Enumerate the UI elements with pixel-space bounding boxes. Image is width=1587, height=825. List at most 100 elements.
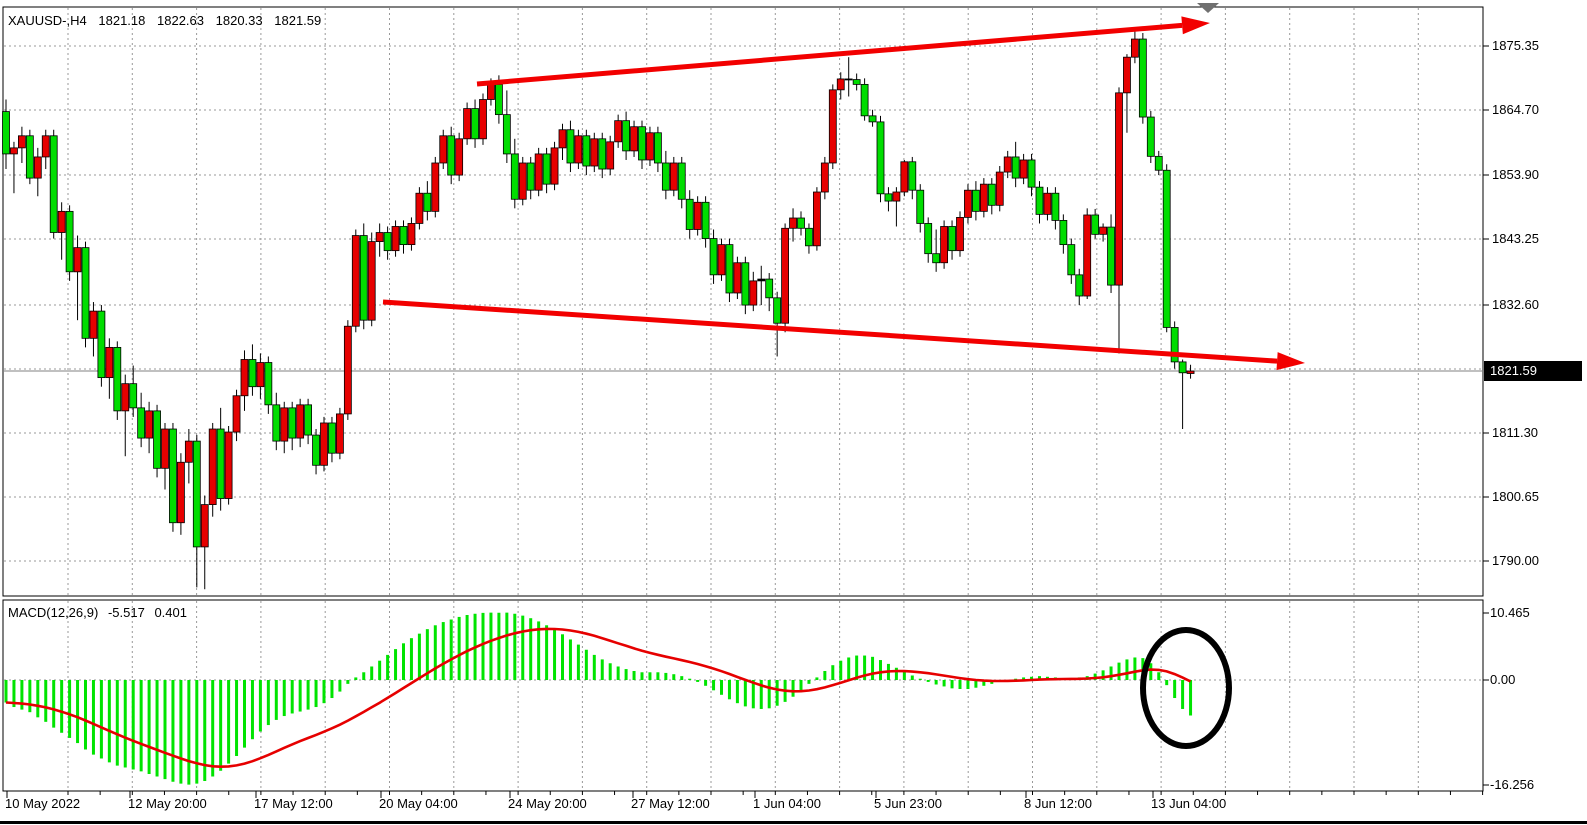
bull-candle xyxy=(979,183,988,212)
bear-candle xyxy=(797,217,805,229)
macd-axis-label: -16.256 xyxy=(1490,777,1535,792)
current-price-badge: 1821.59 xyxy=(1484,361,1582,381)
bull-candle xyxy=(73,247,82,273)
bull-candle xyxy=(558,129,567,149)
bull-candle xyxy=(1115,92,1123,286)
bull-candle xyxy=(646,132,654,161)
bear-candle xyxy=(1035,186,1044,215)
bear-candle xyxy=(741,262,750,306)
bear-candle xyxy=(638,126,646,161)
bull-candle xyxy=(17,135,26,149)
lower-trendline-arrow[interactable] xyxy=(382,299,1278,364)
bull-candle xyxy=(240,359,249,397)
bear-candle xyxy=(709,238,718,276)
bull-candle xyxy=(1099,226,1107,235)
price-axis-label: 1853.90 xyxy=(1492,167,1539,182)
bear-candle xyxy=(916,189,925,224)
bear-candle xyxy=(1170,327,1179,363)
bear-candle xyxy=(304,404,313,436)
bear-candle xyxy=(129,383,138,409)
bull-candle xyxy=(57,210,66,233)
bear-candle xyxy=(423,192,432,212)
time-axis-label: 8 Jun 12:00 xyxy=(1024,796,1092,811)
bear-candle xyxy=(677,162,686,200)
symbol-period-label: XAUUSD-,H4 xyxy=(8,13,87,28)
macd-name: MACD(12,26,9) xyxy=(8,605,99,620)
bear-candle xyxy=(399,226,408,246)
bull-candle xyxy=(1083,214,1092,297)
bear-candle xyxy=(248,359,257,388)
bull-candle xyxy=(391,226,400,252)
bull-candle xyxy=(176,461,185,524)
bear-candle xyxy=(2,111,10,155)
time-axis-label: 27 May 12:00 xyxy=(631,796,710,811)
bear-candle xyxy=(1075,274,1084,297)
bear-candle xyxy=(1146,116,1155,157)
bull-candle xyxy=(630,126,638,152)
bull-candle xyxy=(184,440,193,463)
bear-candle xyxy=(987,183,996,206)
bull-candle xyxy=(828,89,837,164)
bull-candle xyxy=(749,280,758,306)
bear-candle xyxy=(192,440,201,548)
macd-indicator-label: MACD(12,26,9) -5.517 0.401 xyxy=(8,605,193,620)
upper-trendline-arrow-head[interactable] xyxy=(1181,16,1210,35)
bear-candle xyxy=(502,114,511,155)
bear-candle xyxy=(25,135,34,179)
low-value: 1820.33 xyxy=(215,13,263,28)
bear-candle xyxy=(1138,38,1147,118)
bear-candle xyxy=(542,153,551,185)
bull-candle xyxy=(256,362,265,388)
macd-main-value: -5.517 xyxy=(107,605,145,620)
bear-candle xyxy=(972,189,980,212)
price-axis-label: 1790.00 xyxy=(1492,553,1539,568)
bear-candle xyxy=(494,83,503,116)
price-axis-label: 1811.30 xyxy=(1492,425,1539,440)
bear-candle xyxy=(932,253,941,264)
chart-shift-marker-icon[interactable] xyxy=(1197,3,1219,13)
bull-candle xyxy=(789,217,797,229)
bull-candle xyxy=(367,241,376,321)
bear-candle xyxy=(701,201,710,239)
bear-candle xyxy=(1059,220,1068,246)
macd-panel-border xyxy=(2,599,1484,792)
bull-candle xyxy=(717,244,726,276)
bull-candle xyxy=(463,108,472,140)
bull-candle xyxy=(455,138,464,176)
macd-ellipse-annotation[interactable] xyxy=(1140,627,1232,749)
bull-candle xyxy=(33,156,42,179)
bear-candle xyxy=(113,346,122,412)
upper-trendline-arrow[interactable] xyxy=(476,22,1183,87)
bear-candle xyxy=(884,193,893,202)
bear-candle xyxy=(1011,156,1020,179)
bull-candle xyxy=(200,504,209,548)
bear-candle xyxy=(1154,155,1163,171)
bull-candle xyxy=(280,407,289,442)
close-value: 1821.59 xyxy=(274,13,322,28)
bear-candle xyxy=(169,428,177,524)
bear-candle xyxy=(153,410,161,469)
bear-candle xyxy=(312,434,320,466)
bear-candle xyxy=(566,129,575,164)
bear-candle xyxy=(924,223,933,255)
bull-candle xyxy=(41,135,50,158)
bear-candle xyxy=(844,78,853,81)
time-axis-label: 10 May 2022 xyxy=(5,796,81,811)
bear-candle xyxy=(272,404,281,442)
bear-candle xyxy=(81,247,90,339)
bear-candle xyxy=(876,121,885,195)
bear-candle xyxy=(264,362,273,406)
bear-candle xyxy=(852,79,861,85)
bear-candle xyxy=(1162,169,1171,328)
lower-trendline-arrow-head[interactable] xyxy=(1276,352,1305,371)
bull-candle xyxy=(574,135,583,164)
bull-candle xyxy=(224,431,233,499)
bull-candle xyxy=(892,191,901,202)
time-axis-label: 5 Jun 23:00 xyxy=(874,796,942,811)
price-axis-label: 1864.70 xyxy=(1492,102,1539,117)
bull-candle xyxy=(161,428,169,469)
bull-candle xyxy=(375,232,384,242)
bull-candle xyxy=(956,217,964,252)
bull-candle xyxy=(1003,156,1012,173)
